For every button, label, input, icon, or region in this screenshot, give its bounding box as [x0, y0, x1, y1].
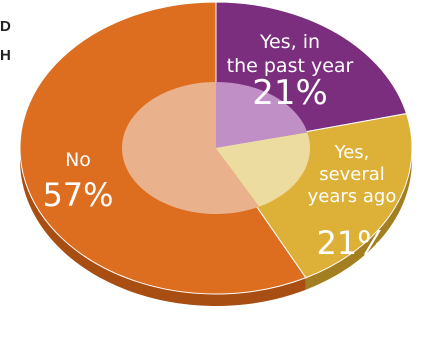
slice-label-1-line-2: years ago [308, 186, 397, 207]
pie-inner-sector-1 [216, 132, 310, 207]
pie-side-2 [20, 148, 306, 307]
pie-sides [20, 148, 412, 307]
pie-inner-sector-0 [216, 82, 308, 148]
pie-inner-sector-2 [122, 82, 260, 214]
slice-value-2: 57% [42, 176, 113, 214]
pie-side-1 [305, 148, 412, 290]
slice-label-1-line-1: several [319, 164, 385, 185]
slice-label-1-line-0: Yes, [334, 142, 370, 163]
slice-value-1: 21% [316, 224, 387, 262]
slice-label-2-line-0: No [65, 149, 91, 171]
side-letter-d: D [0, 18, 12, 35]
slice-label-0-line-1: the past year [227, 55, 354, 77]
slice-label-0-line-0: Yes, in [259, 31, 320, 53]
side-letter-h: H [0, 47, 12, 64]
pie-inner-ellipse [122, 82, 310, 214]
slice-value-0: 21% [252, 73, 328, 113]
